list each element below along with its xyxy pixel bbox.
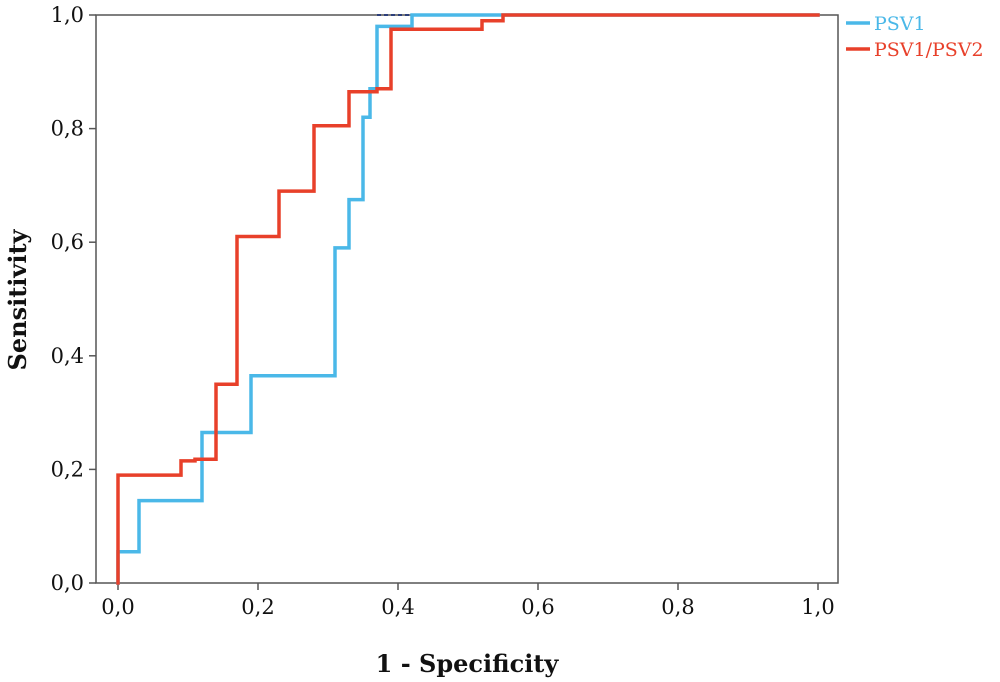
y-tick-label: 0,8 bbox=[51, 117, 84, 141]
series-line-psv1 bbox=[116, 13, 820, 585]
y-tick-label: 0,2 bbox=[51, 457, 84, 481]
y-axis: 0,0 0,2 0,4 0,6 0,8 1,0 bbox=[51, 3, 96, 595]
x-axis-title: 1 - Specificity bbox=[376, 649, 560, 678]
y-tick-label: 1,0 bbox=[51, 3, 84, 27]
legend: PSV1 PSV1/PSV2 bbox=[846, 13, 984, 61]
y-tick-label: 0,0 bbox=[51, 571, 84, 595]
y-axis-title: Sensitivity bbox=[3, 228, 32, 370]
x-tick-label: 0,2 bbox=[241, 595, 274, 619]
x-tick-label: 1,0 bbox=[801, 595, 834, 619]
x-tick-label: 0,4 bbox=[381, 595, 414, 619]
series-layer bbox=[116, 13, 820, 585]
plot-frame bbox=[95, 14, 839, 584]
series-line-psv1-psv2 bbox=[116, 13, 820, 585]
x-tick-label: 0,6 bbox=[521, 595, 554, 619]
y-tick-label: 0,4 bbox=[51, 344, 84, 368]
legend-label: PSV1 bbox=[874, 13, 926, 35]
x-tick-label: 0,0 bbox=[101, 595, 134, 619]
x-axis: 0,0 0,2 0,4 0,6 0,8 1,0 bbox=[101, 583, 835, 619]
y-tick-label: 0,6 bbox=[51, 230, 84, 254]
legend-label: PSV1/PSV2 bbox=[874, 39, 984, 61]
x-tick-label: 0,8 bbox=[661, 595, 694, 619]
